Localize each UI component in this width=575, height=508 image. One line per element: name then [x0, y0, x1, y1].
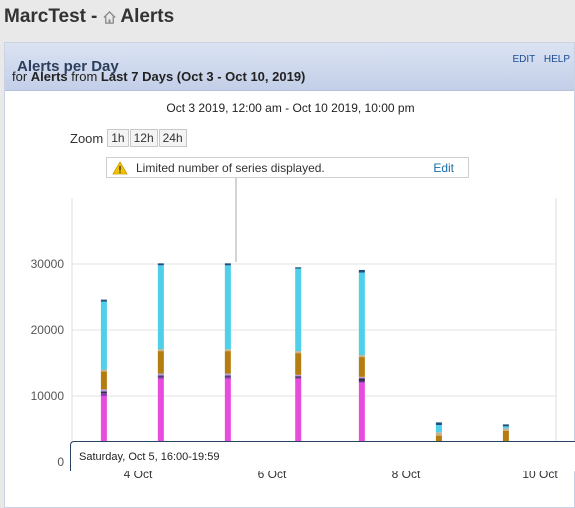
bar-segment: [295, 353, 302, 375]
bar-segment: [435, 425, 442, 433]
bar-segment: [157, 349, 164, 352]
warning-edit-link[interactable]: Edit: [433, 160, 454, 175]
bar-segment: [358, 357, 365, 377]
bar-segment: [100, 396, 107, 462]
bar-segment: [100, 391, 107, 394]
bar-segment: [224, 263, 231, 266]
title-separator: -: [91, 6, 98, 27]
y-tick-label: 0: [57, 455, 64, 469]
subtitle-range: Last 7 Days (Oct 3 - Oct 10, 2019): [100, 69, 306, 84]
bar-segment: [157, 376, 164, 379]
zoom-control: Zoom 1h 12h 24h: [70, 129, 188, 147]
subtitle-prefix: for: [12, 69, 28, 84]
y-tick-label: 20000: [31, 323, 65, 337]
bar-segment: [502, 424, 509, 427]
zoom-12h-button[interactable]: 12h: [129, 129, 158, 147]
alerts-panel: Alerts per Day EDIT HELP: [4, 42, 575, 508]
bar-segment: [224, 378, 231, 462]
page-name: Alerts: [120, 6, 175, 27]
bar-segment: [502, 426, 509, 429]
bar-segment: [295, 377, 302, 379]
chart-bars: [100, 263, 509, 462]
tooltip-text: Saturday, Oct 5, 16:00-19:59: [79, 451, 220, 463]
bar-segment: [358, 269, 365, 273]
panel-title: Alerts per Day: [17, 58, 119, 75]
help-link[interactable]: HELP: [543, 54, 570, 65]
zoom-24h-button[interactable]: 24h: [158, 129, 187, 147]
bar-segment: [295, 351, 302, 354]
bar-segment: [358, 382, 365, 462]
bar-segment: [502, 428, 509, 431]
bar-segment: [224, 349, 231, 352]
bar-segment: [224, 351, 231, 374]
bar-segment: [100, 393, 107, 396]
bar-segment: [224, 265, 231, 350]
bar-segment: [100, 299, 107, 302]
panel-header: Alerts per Day EDIT HELP: [5, 43, 574, 91]
bar-segment: [435, 432, 442, 436]
warning-icon: [112, 160, 128, 174]
subtitle-from: from: [71, 69, 98, 84]
subtitle-subject: Alerts: [30, 69, 68, 84]
chart-tooltip: Saturday, Oct 5, 16:00-19:59: [70, 441, 575, 471]
bar-segment: [295, 378, 302, 462]
bar-segment: [358, 378, 365, 382]
bar-segment: [295, 376, 302, 378]
bar-segment: [358, 272, 365, 356]
bar-segment: [358, 376, 365, 379]
bar-segment: [295, 268, 302, 352]
header-links: EDIT HELP: [506, 54, 570, 65]
bar-segment: [100, 371, 107, 390]
bar-segment: [224, 373, 231, 376]
report-subtitle: for Alerts from Last 7 Days (Oct 3 - Oct…: [12, 69, 305, 84]
app-name[interactable]: MarcTest: [4, 6, 87, 27]
bar-segment: [295, 374, 302, 377]
home-icon[interactable]: [102, 10, 117, 25]
bar-segment: [224, 375, 231, 377]
bar-segment: [157, 351, 164, 374]
bar-segment: [100, 389, 107, 392]
bar-segment: [157, 373, 164, 376]
zoom-1h-button[interactable]: 1h: [107, 129, 129, 147]
page-title: MarcTest - Alerts: [4, 6, 174, 28]
series-limit-warning: Limited number of series displayed. Edit: [106, 157, 469, 178]
y-axis: 0 10000 20000 30000: [31, 257, 65, 469]
bar-segment: [157, 378, 164, 462]
warning-text: Limited number of series displayed.: [136, 160, 325, 175]
zoom-label: Zoom: [70, 130, 104, 146]
time-range: Oct 3 2019, 12:00 am - Oct 10 2019, 10:0…: [0, 101, 571, 115]
bar-segment: [224, 376, 231, 379]
bar-segment: [435, 422, 442, 426]
bar-segment: [157, 375, 164, 377]
y-tick-label: 10000: [31, 389, 65, 403]
bar-segment: [100, 369, 107, 372]
bar-segment: [100, 301, 107, 370]
y-tick-label: 30000: [31, 257, 65, 271]
bar-segment: [157, 265, 164, 350]
bar-segment: [358, 355, 365, 358]
bar-segment: [358, 381, 365, 383]
bar-segment: [295, 267, 302, 269]
chart-grid: [71, 198, 557, 463]
bar-segment: [157, 263, 164, 266]
edit-link[interactable]: EDIT: [512, 54, 536, 65]
time-range-text: Oct 3 2019, 12:00 am - Oct 10 2019, 10:0…: [166, 101, 415, 115]
